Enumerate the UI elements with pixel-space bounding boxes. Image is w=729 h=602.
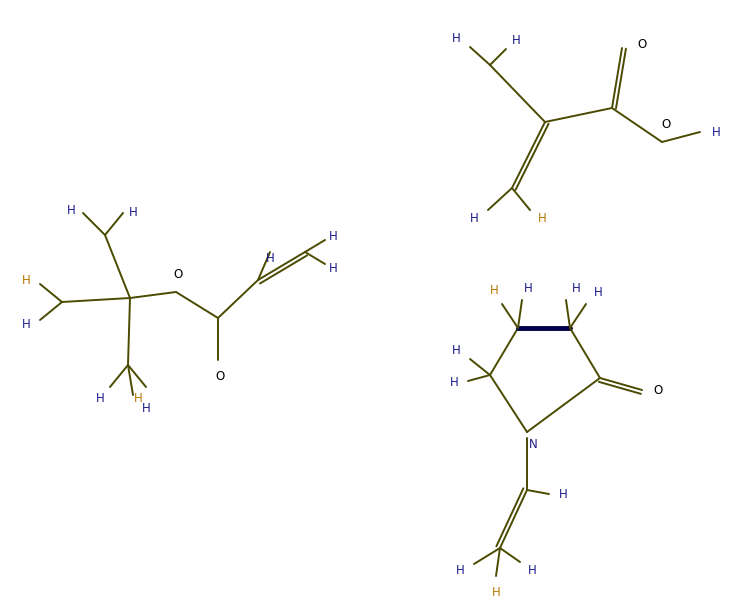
Text: H: H: [329, 261, 338, 275]
Text: H: H: [537, 211, 546, 225]
Text: O: O: [637, 37, 647, 51]
Text: H: H: [22, 317, 31, 330]
Text: O: O: [174, 267, 183, 281]
Text: H: H: [329, 229, 338, 243]
Text: H: H: [141, 403, 150, 415]
Text: H: H: [469, 211, 478, 225]
Text: H: H: [95, 393, 104, 406]
Text: H: H: [558, 488, 567, 500]
Text: H: H: [66, 205, 75, 217]
Text: H: H: [572, 282, 580, 294]
Text: H: H: [128, 206, 137, 220]
Text: H: H: [452, 33, 461, 46]
Text: H: H: [491, 586, 500, 598]
Text: O: O: [215, 370, 225, 382]
Text: H: H: [452, 344, 461, 358]
Text: H: H: [712, 125, 720, 138]
Text: O: O: [661, 117, 671, 131]
Text: N: N: [529, 438, 537, 450]
Text: H: H: [456, 563, 464, 577]
Text: O: O: [653, 383, 663, 397]
Text: H: H: [528, 563, 537, 577]
Text: H: H: [450, 376, 459, 389]
Text: H: H: [490, 284, 499, 297]
Text: H: H: [512, 34, 521, 48]
Text: H: H: [593, 285, 602, 299]
Text: H: H: [133, 393, 142, 406]
Text: H: H: [523, 282, 532, 294]
Text: H: H: [22, 273, 31, 287]
Text: H: H: [265, 252, 274, 264]
